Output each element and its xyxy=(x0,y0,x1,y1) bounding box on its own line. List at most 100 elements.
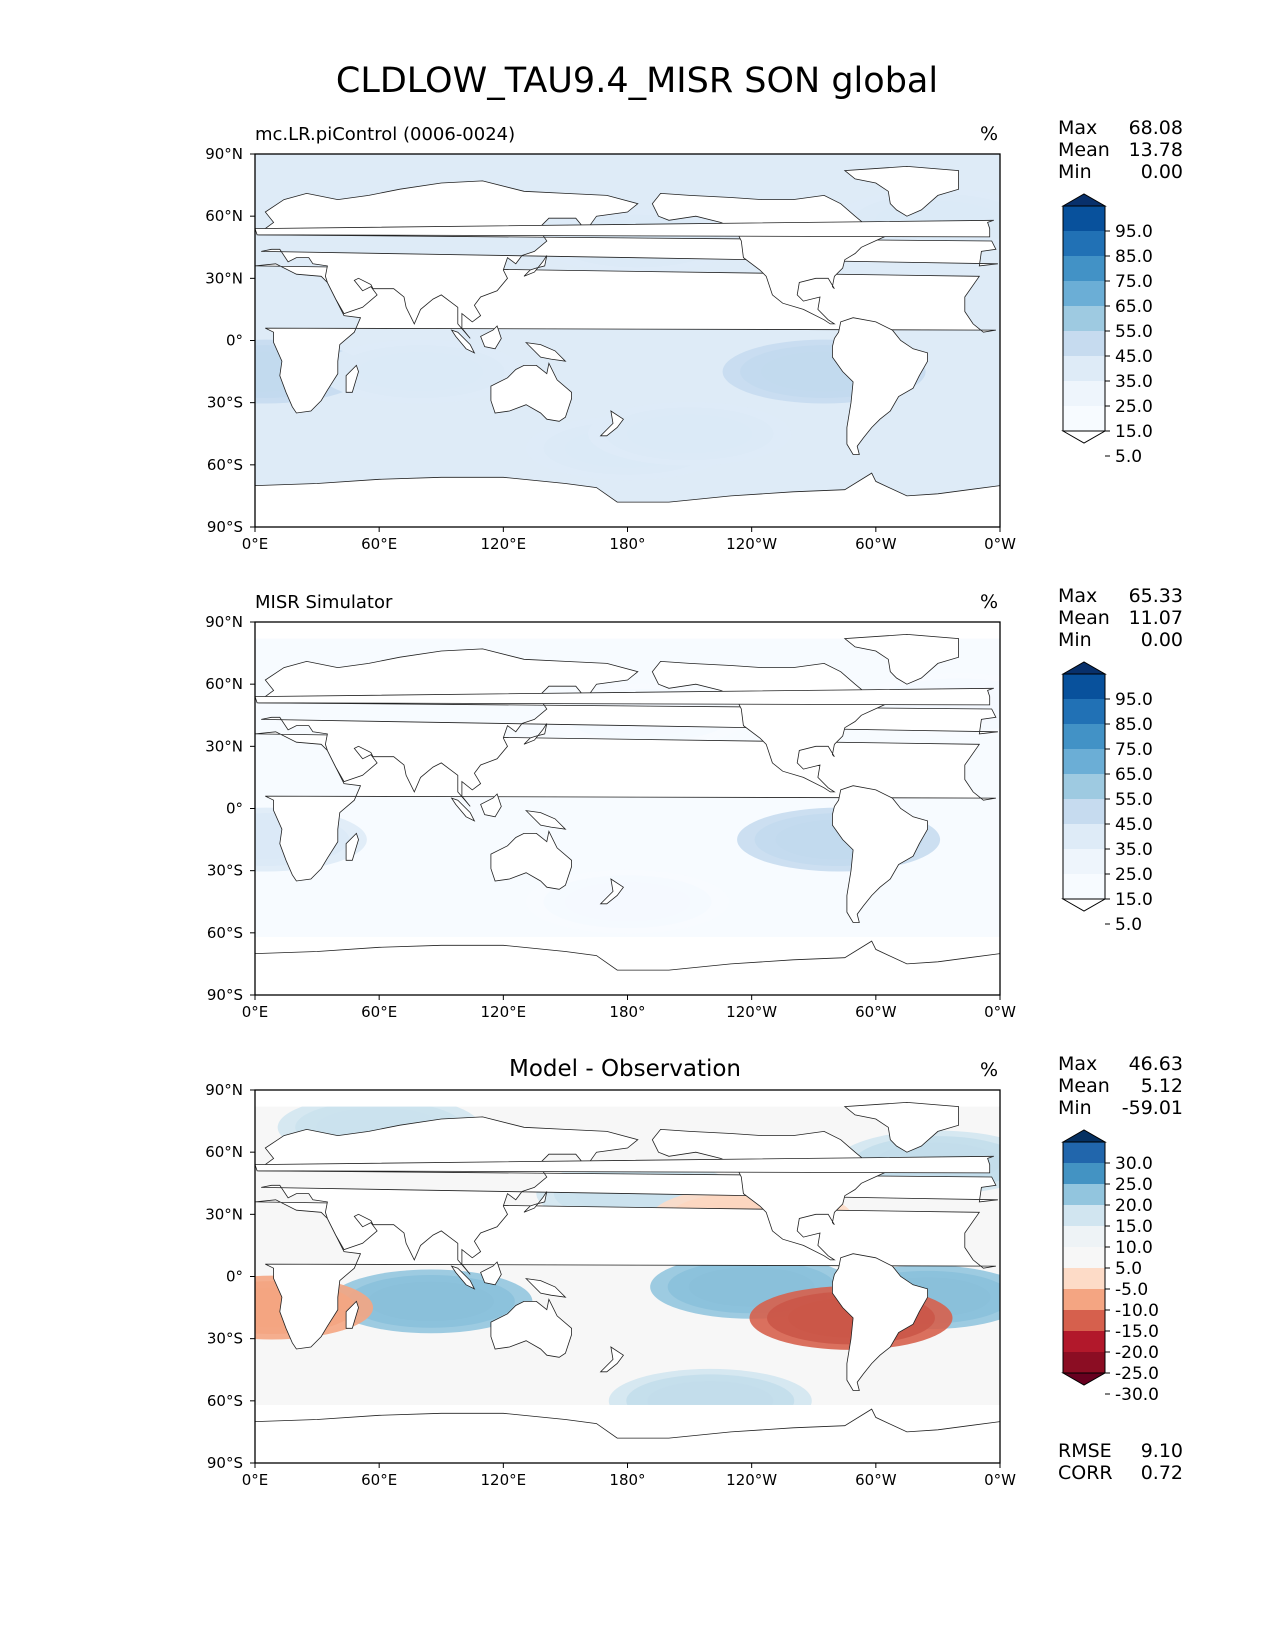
colorbar-tick-label: 55.0 xyxy=(1115,790,1153,810)
stat-min-label: Min xyxy=(1058,629,1092,651)
x-tick-label: 120°W xyxy=(726,535,777,553)
continent-eurasia xyxy=(258,648,998,807)
colorbar-tick-label: 5.0 xyxy=(1115,1259,1142,1279)
colorbar-cell xyxy=(1063,674,1105,699)
x-tick-label: 120°W xyxy=(726,1471,777,1489)
panel-model: mc.LR.piControl (0006-0024) % Max 68.08 … xyxy=(205,117,1183,553)
colorbar-tick-label: 15.0 xyxy=(1115,890,1153,910)
stat-min-value: -59.01 xyxy=(1122,1097,1183,1119)
colorbar-tick-label: 95.0 xyxy=(1115,690,1153,710)
colorbar-tick-label: 10.0 xyxy=(1115,1238,1153,1258)
colorbar-tick-label: 35.0 xyxy=(1115,840,1153,860)
data-region-namibia-negative-bias xyxy=(255,1275,374,1340)
y-tick-label: 90°S xyxy=(207,986,243,1004)
data-region-indian-ocean-subtropics xyxy=(319,339,523,404)
continent-borneo xyxy=(480,1261,502,1286)
colorbar-tick-label: 45.0 xyxy=(1115,815,1153,835)
colorbar-cell xyxy=(1063,799,1105,824)
stat-min-value: 0.00 xyxy=(1141,161,1183,183)
colorbar-tick-label: -20.0 xyxy=(1115,1343,1159,1363)
stat-max-label: Max xyxy=(1058,1053,1097,1075)
continent-new-guinea xyxy=(524,342,567,362)
y-tick-label: 0° xyxy=(226,332,243,350)
colorbar-cell xyxy=(1063,306,1105,331)
colorbar-cell xyxy=(1063,331,1105,356)
colorbar-bottom-cap xyxy=(1061,898,1107,912)
x-tick-label: 120°E xyxy=(481,1471,527,1489)
y-tick-label: 60°N xyxy=(205,675,243,693)
x-tick-label: 60°W xyxy=(855,1003,897,1021)
colorbar-cell xyxy=(1063,1310,1105,1331)
colorbar-cell xyxy=(1063,1331,1105,1352)
corr-value: 0.72 xyxy=(1141,1462,1183,1484)
continent-antarctica xyxy=(255,472,1000,527)
map-area xyxy=(255,154,1000,527)
continent-japan xyxy=(523,255,548,277)
colorbar-cell xyxy=(1063,1247,1105,1268)
continent-new-zealand xyxy=(599,410,624,437)
x-tick-label: 60°E xyxy=(361,535,397,553)
colorbar: 30.025.020.015.010.05.0-5.0-10.0-15.0-20… xyxy=(1061,1129,1159,1405)
stat-mean-value: 11.07 xyxy=(1129,607,1183,629)
continent-australia xyxy=(490,830,572,890)
corr-label: CORR xyxy=(1058,1462,1113,1484)
colorbar-tick-label: -30.0 xyxy=(1115,1385,1159,1405)
colorbar-cell xyxy=(1063,206,1105,231)
stat-mean-label: Mean xyxy=(1058,1075,1110,1097)
data-region-southern-ocean-belt xyxy=(526,869,729,934)
stat-mean-value: 13.78 xyxy=(1129,139,1183,161)
continent-eurasia xyxy=(258,1116,998,1275)
stat-min-label: Min xyxy=(1058,1097,1092,1119)
x-tick-label: 0°E xyxy=(242,1003,269,1021)
continent-greenland xyxy=(843,165,959,217)
colorbar-tick-label: 30.0 xyxy=(1115,1154,1153,1174)
stat-mean-value: 5.12 xyxy=(1141,1075,1183,1097)
continent-madagascar xyxy=(345,832,359,861)
continent-south-america xyxy=(832,1253,928,1391)
map-area xyxy=(255,622,1000,995)
continent-antarctica xyxy=(255,1408,1000,1463)
continent-borneo xyxy=(480,325,502,350)
colorbar-cell xyxy=(1063,231,1105,256)
x-tick-label: 180° xyxy=(609,535,645,553)
y-tick-label: 90°N xyxy=(205,1081,243,1099)
stats-block: Max 68.08 Mean 13.78 Min 0.00 xyxy=(1058,117,1183,183)
colorbar-cell xyxy=(1063,406,1105,431)
colorbar-tick-label: 35.0 xyxy=(1115,372,1153,392)
x-tick-label: 60°W xyxy=(855,535,897,553)
continent-sumatra xyxy=(450,1265,476,1290)
colorbar-tick-label: 75.0 xyxy=(1115,272,1153,292)
x-tick-label: 120°E xyxy=(481,1003,527,1021)
colorbar-frame xyxy=(1062,1141,1106,1374)
units-label: % xyxy=(980,591,998,613)
colorbar-cell xyxy=(1063,824,1105,849)
colorbar-tick-label: 85.0 xyxy=(1115,715,1153,735)
stat-max-label: Max xyxy=(1058,117,1097,139)
x-tick-label: 120°W xyxy=(726,1003,777,1021)
continent-new-guinea xyxy=(524,810,567,830)
continent-madagascar xyxy=(345,1300,359,1329)
x-tick-label: 180° xyxy=(609,1471,645,1489)
colorbar-tick-label: -10.0 xyxy=(1115,1301,1159,1321)
colorbar-top-cap xyxy=(1061,661,1107,675)
panel-title: Model - Observation xyxy=(509,1056,741,1082)
colorbar-cell xyxy=(1063,1184,1105,1205)
y-tick-label: 60°N xyxy=(205,207,243,225)
y-tick-label: 90°N xyxy=(205,613,243,631)
colorbar-cell xyxy=(1063,1352,1105,1373)
continent-sumatra xyxy=(450,329,476,354)
x-tick-label: 180° xyxy=(609,1003,645,1021)
colorbar-bottom-cap xyxy=(1061,1372,1107,1386)
continent-new-zealand xyxy=(599,878,624,905)
continent-new-guinea xyxy=(524,1278,567,1298)
y-tick-label: 60°S xyxy=(207,456,243,474)
colorbar-tick-label: 20.0 xyxy=(1115,1196,1153,1216)
stat-max-value: 65.33 xyxy=(1129,585,1183,607)
x-tick-label: 120°E xyxy=(481,535,527,553)
continent-uk xyxy=(255,1155,994,1174)
colorbar-top-cap xyxy=(1061,1129,1107,1143)
continent-madagascar xyxy=(345,364,359,393)
panel-difference: Model - Observation % Max 46.63 Mean 5.1… xyxy=(205,1053,1183,1489)
continent-south-america xyxy=(832,785,928,923)
y-tick-label: 0° xyxy=(226,1268,243,1286)
